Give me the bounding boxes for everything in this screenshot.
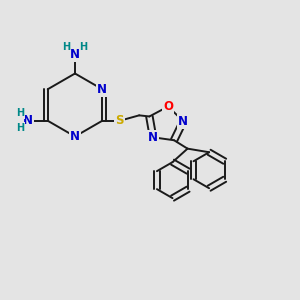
Text: O: O — [163, 100, 173, 113]
Text: N: N — [70, 130, 80, 143]
Text: S: S — [116, 114, 124, 127]
Text: H: H — [79, 42, 88, 52]
Text: N: N — [23, 114, 33, 127]
Text: N: N — [148, 131, 158, 144]
Text: N: N — [178, 115, 188, 128]
Text: H: H — [62, 42, 71, 52]
Text: N: N — [97, 83, 107, 96]
Text: H: H — [16, 123, 24, 133]
Text: N: N — [70, 48, 80, 62]
Text: H: H — [16, 108, 24, 118]
